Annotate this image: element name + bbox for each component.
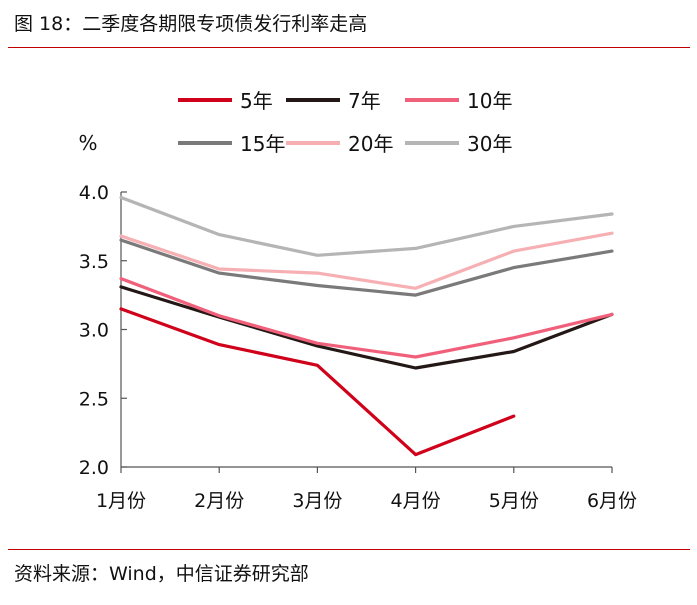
series-line-15年: [119, 238, 614, 297]
series-line-10年: [119, 277, 614, 359]
x-tick-label: 6月份: [587, 490, 637, 512]
x-axis: 1月份 2月份 3月份 4月份 5月份 6月份: [96, 466, 637, 512]
y-axis: 2.0 2.5 3.0 3.5 4.0: [79, 182, 127, 479]
x-tick-label: 5月份: [489, 490, 539, 512]
series-line-5年: [119, 307, 516, 457]
source-divider: [8, 549, 690, 550]
y-tick-label: 2.5: [79, 388, 109, 410]
y-tick-label: 3.0: [79, 320, 109, 342]
figure-title: 图 18：二季度各期限专项债发行利率走高: [14, 13, 368, 35]
title-divider: [8, 47, 690, 48]
legend-label: 10年: [467, 89, 512, 113]
series-line-20年: [119, 231, 614, 290]
y-tick-label: 2.0: [79, 457, 109, 479]
y-axis-label: %: [78, 131, 97, 155]
line-chart: 5年 7年 10年 15年 20年 30年 % 2.0 2.5 3.0 3.5 4.0 1月份 2月…: [78, 89, 637, 512]
series-layer: [119, 195, 614, 457]
x-tick-label: 4月份: [391, 490, 441, 512]
series-line-7年: [119, 285, 614, 370]
x-tick-label: 1月份: [96, 490, 146, 512]
x-tick-label: 2月份: [194, 490, 244, 512]
x-tick-label: 3月份: [292, 490, 342, 512]
legend-label: 7年: [348, 89, 381, 113]
legend-label: 15年: [240, 132, 285, 156]
y-tick-label: 3.5: [79, 251, 109, 273]
source-note: 资料来源：Wind，中信证券研究部: [14, 563, 309, 585]
series-line-30年: [119, 195, 614, 257]
legend-label: 5年: [240, 89, 273, 113]
y-tick-label: 4.0: [79, 182, 109, 204]
legend-label: 30年: [467, 132, 512, 156]
chart-legend: 5年 7年 10年 15年 20年 30年: [178, 89, 512, 156]
legend-label: 20年: [348, 132, 393, 156]
